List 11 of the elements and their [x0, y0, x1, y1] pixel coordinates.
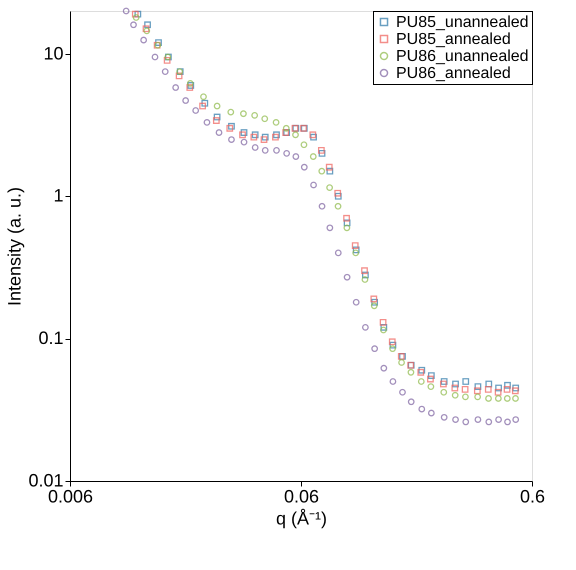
x-axis-title: q (Å⁻¹) — [276, 508, 327, 528]
legend-label: PU85_unannealed — [396, 14, 529, 31]
legend-label: PU86_unannealed — [396, 48, 529, 65]
legend-label: PU86_annealed — [396, 65, 511, 82]
y-tick-label: 10 — [43, 43, 64, 64]
x-tick-label: 0.6 — [520, 486, 546, 506]
x-tick-label: 0.06 — [284, 486, 320, 506]
legend-label: PU85_annealed — [396, 31, 511, 48]
y-tick-label: 0.1 — [38, 328, 64, 348]
y-tick-label: 1 — [53, 186, 64, 206]
y-axis-title: Intensity (a. u.) — [4, 186, 24, 306]
